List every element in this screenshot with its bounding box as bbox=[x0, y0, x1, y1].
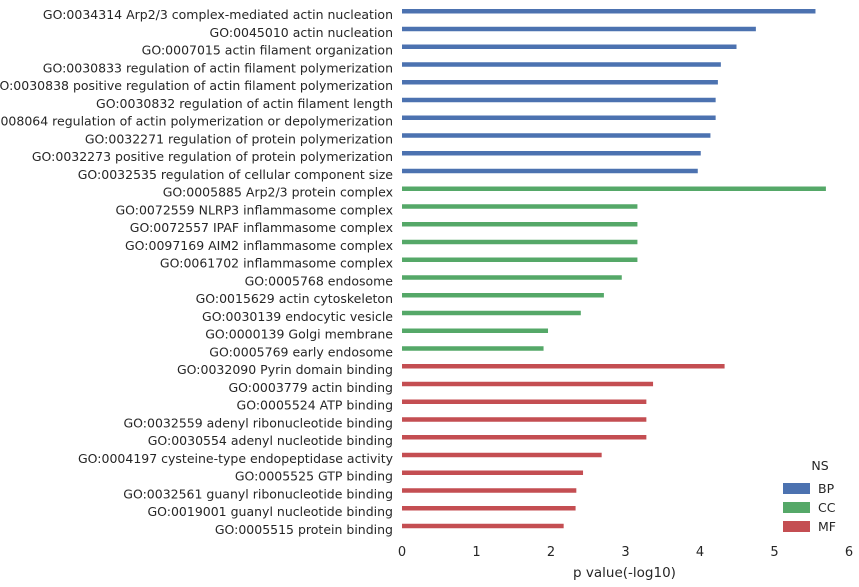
category-label: GO:0097169 AIM2 inflammasome complex bbox=[125, 238, 393, 253]
category-label: GO:0072559 NLRP3 inflammasome complex bbox=[115, 202, 393, 217]
bar-bp bbox=[402, 115, 716, 120]
bar-cc bbox=[402, 239, 638, 245]
bar-bp bbox=[402, 97, 716, 103]
x-tick-label: 4 bbox=[696, 545, 704, 560]
category-label: GO:0005885 Arp2/3 protein complex bbox=[163, 185, 393, 200]
category-label: GO:0032535 regulation of cellular compon… bbox=[78, 167, 394, 182]
bar-bp bbox=[402, 44, 737, 49]
bar-bp bbox=[402, 26, 756, 32]
bar-mf bbox=[402, 381, 654, 387]
bar-mf bbox=[402, 417, 647, 422]
x-tick-label: 5 bbox=[770, 545, 778, 560]
legend-label-bp: BP bbox=[818, 481, 835, 496]
x-tick-label: 1 bbox=[472, 545, 480, 560]
category-label: GO:0003779 actin binding bbox=[228, 380, 393, 395]
bar-mf bbox=[402, 435, 647, 440]
bar-mf bbox=[402, 399, 647, 404]
bar-mf bbox=[402, 488, 577, 493]
category-label: GO:0004197 cysteine-type endopeptidase a… bbox=[78, 451, 394, 466]
category-label: GO:0030554 adenyl nucleotide binding bbox=[148, 433, 393, 448]
bar-cc bbox=[402, 293, 604, 298]
category-label: GO:0032090 Pyrin domain binding bbox=[177, 362, 393, 377]
category-label: GO:0007015 actin filament organization bbox=[142, 43, 393, 58]
category-label: GO:0045010 actin nucleation bbox=[210, 25, 393, 40]
bar-cc bbox=[402, 222, 638, 227]
category-label: GO:0034314 Arp2/3 complex-mediated actin… bbox=[43, 7, 393, 22]
category-label: GO:0000139 Golgi membrane bbox=[205, 327, 393, 342]
bar-bp bbox=[402, 151, 701, 156]
legend-swatch-cc bbox=[783, 502, 810, 513]
category-label: GO:0032561 guanyl ribonucleotide binding bbox=[123, 486, 393, 501]
category-label: GO:0005515 protein binding bbox=[215, 522, 393, 537]
legend: NS BP CC MF bbox=[783, 458, 836, 534]
x-tick-label: 2 bbox=[547, 545, 555, 560]
x-axis-ticks: 0 1 2 3 4 5 6 bbox=[398, 545, 853, 560]
bar-mf bbox=[402, 364, 725, 369]
bar-bp bbox=[402, 62, 721, 67]
category-label: GO:0030838 positive regulation of actin … bbox=[0, 78, 393, 93]
category-label: GO:0030833 regulation of actin filament … bbox=[43, 60, 393, 75]
category-label: GO:0005524 ATP binding bbox=[237, 398, 393, 413]
bar-cc bbox=[402, 186, 826, 191]
bars bbox=[402, 9, 826, 529]
x-tick-label: 3 bbox=[621, 545, 629, 560]
bar-mf bbox=[402, 452, 602, 458]
category-label: GO:0061702 inflammasome complex bbox=[160, 256, 393, 271]
category-label: GO:0019001 guanyl nucleotide binding bbox=[147, 504, 393, 519]
category-label: GO:0005525 GTP binding bbox=[235, 469, 393, 484]
bar-cc bbox=[402, 346, 544, 351]
category-label: GO:0015629 actin cytoskeleton bbox=[196, 291, 393, 306]
x-axis-title: p value(-log10) bbox=[573, 565, 676, 581]
bar-bp bbox=[402, 168, 698, 174]
category-label: GO:0032273 positive regulation of protei… bbox=[32, 149, 393, 164]
bar-cc bbox=[402, 257, 638, 262]
bar-cc bbox=[402, 328, 549, 333]
category-label: GO:0030139 endocytic vesicle bbox=[202, 309, 393, 324]
category-label: GO:0032559 adenyl ribonucleotide binding bbox=[123, 415, 393, 430]
legend-swatch-bp bbox=[783, 483, 810, 494]
bar-bp bbox=[402, 80, 718, 85]
category-label: GO:0032271 regulation of protein polymer… bbox=[85, 131, 393, 146]
legend-label-mf: MF bbox=[818, 519, 836, 534]
x-tick-label: 0 bbox=[398, 545, 406, 560]
bar-bp bbox=[402, 9, 816, 14]
category-label: GO:0005768 endosome bbox=[245, 273, 394, 288]
legend-swatch-mf bbox=[783, 521, 810, 532]
category-label: GO:0008064 regulation of actin polymeriz… bbox=[0, 114, 393, 129]
category-label: GO:0072557 IPAF inflammasome complex bbox=[130, 220, 393, 235]
bar-cc bbox=[402, 204, 638, 209]
legend-label-cc: CC bbox=[818, 500, 836, 515]
bar-cc bbox=[402, 275, 622, 280]
category-labels: GO:0034314 Arp2/3 complex-mediated actin… bbox=[0, 7, 394, 537]
legend-entries: BP CC MF bbox=[783, 481, 836, 534]
bar-cc bbox=[402, 310, 581, 316]
x-tick-label: 6 bbox=[845, 545, 853, 560]
bar-mf bbox=[402, 523, 564, 529]
bar-mf bbox=[402, 470, 584, 475]
bar-bp bbox=[402, 133, 711, 138]
category-label: GO:0005769 early endosome bbox=[209, 344, 393, 359]
bar-mf bbox=[402, 506, 576, 511]
category-label: GO:0030832 regulation of actin filament … bbox=[96, 96, 393, 111]
legend-title: NS bbox=[811, 458, 828, 473]
